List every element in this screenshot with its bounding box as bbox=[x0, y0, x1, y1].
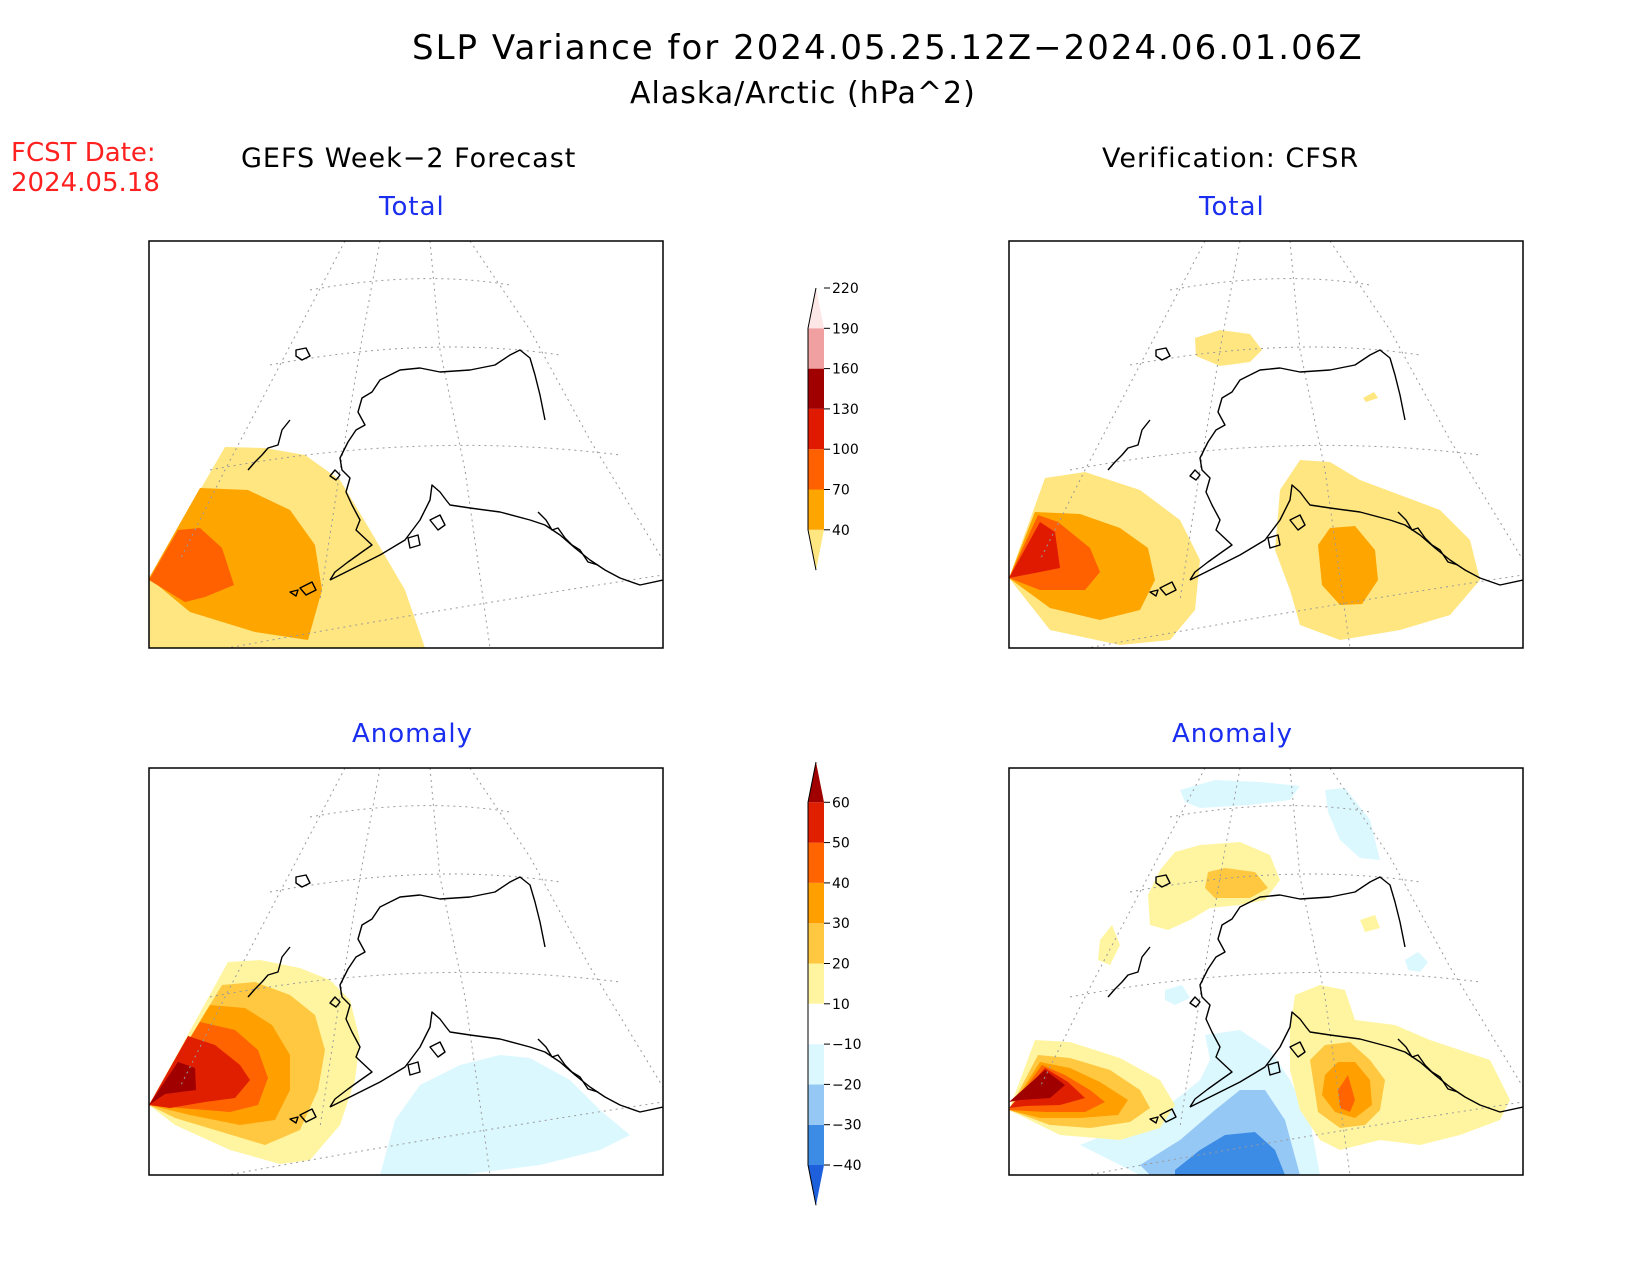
fcst-date-value: 2024.05.18 bbox=[11, 168, 160, 198]
colorbar-anomaly-tick-label: 60 bbox=[832, 795, 850, 811]
colorbar-anomaly-tick-label: 30 bbox=[832, 916, 850, 932]
colorbar-total: 40 70 100 130 160 190 220 bbox=[807, 281, 859, 571]
graticule bbox=[1039, 768, 1523, 1175]
panel-title-verification-total: Total bbox=[1199, 192, 1265, 222]
colorbar-anomaly-swatch bbox=[808, 923, 824, 964]
fcst-date-label: FCST Date: bbox=[11, 138, 156, 168]
colorbar-anomaly-swatch bbox=[808, 1003, 824, 1045]
colorbar-total-swatch bbox=[808, 449, 824, 490]
forecast-total-map-frame bbox=[148, 240, 664, 649]
colorbar-anomaly-tick-label: −10 bbox=[832, 1037, 862, 1053]
panel-title-forecast-anomaly: Anomaly bbox=[352, 719, 474, 749]
variance-contour-40 bbox=[1275, 460, 1480, 640]
colorbar-anomaly-swatch bbox=[808, 963, 824, 1004]
colorbar-total-swatch bbox=[808, 368, 824, 409]
anomaly-contour-neg10 bbox=[1405, 952, 1428, 972]
anomaly-contour-neg30 bbox=[1175, 1132, 1285, 1175]
variance-contour-130 bbox=[1009, 522, 1060, 578]
anomaly-contour-10 bbox=[1360, 915, 1380, 932]
colorbar-total-tick-label: 220 bbox=[832, 281, 859, 297]
forecast-total-map bbox=[149, 241, 663, 648]
coastline bbox=[1107, 874, 1523, 1124]
colorbar-anomaly: −40 −30 −20 −10 10 20 30 40 50 60 bbox=[807, 761, 862, 1206]
colorbar-anomaly-swatch bbox=[808, 802, 824, 843]
left-column-header: GEFS Week−2 Forecast bbox=[241, 143, 577, 174]
colorbar-anomaly-tick-label: −30 bbox=[832, 1118, 862, 1134]
anomaly-contour-neg10 bbox=[380, 1055, 630, 1175]
colorbar-anomaly-swatch bbox=[808, 842, 824, 883]
anomaly-contour-neg10 bbox=[1180, 780, 1300, 808]
verification-anomaly-map bbox=[1009, 768, 1523, 1175]
variance-contour-40 bbox=[1195, 330, 1262, 366]
anomaly-contour-neg10 bbox=[1325, 788, 1380, 860]
variance-contour-70 bbox=[1318, 526, 1378, 605]
verification-total-map bbox=[1009, 241, 1523, 648]
verification-anomaly-map-frame bbox=[1008, 767, 1524, 1176]
panel-title-verification-anomaly: Anomaly bbox=[1172, 719, 1294, 749]
colorbar-total-swatch bbox=[808, 529, 824, 571]
chart-subtitle: Alaska/Arctic (hPa^2) bbox=[630, 76, 976, 111]
colorbar-anomaly-tick-label: 20 bbox=[832, 957, 850, 973]
colorbar-anomaly-tick-label: 50 bbox=[832, 836, 850, 852]
verification-total-map-frame bbox=[1008, 240, 1524, 649]
colorbar-anomaly-tick-label: −40 bbox=[832, 1158, 862, 1174]
forecast-anomaly-map-frame bbox=[148, 767, 664, 1176]
variance-contour-40 bbox=[1363, 392, 1378, 402]
colorbar-total-swatch bbox=[808, 408, 824, 450]
colorbar-anomaly-swatch bbox=[808, 882, 824, 924]
colorbar-total-tick-label: 100 bbox=[832, 442, 859, 458]
colorbar-anomaly-tick-label: −20 bbox=[832, 1077, 862, 1093]
colorbar-anomaly-swatch bbox=[808, 1165, 824, 1206]
coastline bbox=[247, 874, 663, 1124]
chart-title: SLP Variance for 2024.05.25.12Z−2024.06.… bbox=[412, 28, 1364, 68]
anomaly-contour-40 bbox=[1338, 1075, 1355, 1112]
colorbar-total-swatch bbox=[808, 328, 824, 369]
colorbar-anomaly-tick-label: 10 bbox=[832, 997, 850, 1013]
variance-contour-70 bbox=[149, 488, 322, 640]
colorbar-anomaly-swatch bbox=[808, 1044, 824, 1085]
colorbar-total-swatch bbox=[808, 489, 824, 530]
panel-title-forecast-total: Total bbox=[379, 192, 445, 222]
colorbar-anomaly-swatch bbox=[808, 762, 824, 803]
colorbar-anomaly-tick-label: 40 bbox=[832, 876, 850, 892]
colorbar-total-tick-label: 70 bbox=[832, 483, 850, 499]
colorbar-total-swatch bbox=[808, 288, 824, 329]
graticule bbox=[179, 241, 663, 648]
forecast-anomaly-map bbox=[149, 768, 663, 1175]
coastline bbox=[247, 347, 663, 597]
anomaly-contour-60 bbox=[149, 1062, 196, 1105]
graticule bbox=[1039, 241, 1523, 648]
right-column-header: Verification: CFSR bbox=[1102, 143, 1360, 174]
colorbar-anomaly-swatch bbox=[808, 1124, 824, 1165]
anomaly-contour-60 bbox=[1009, 1070, 1065, 1102]
coastline bbox=[1107, 347, 1523, 597]
colorbar-total-tick-label: 130 bbox=[832, 402, 859, 418]
colorbar-total-tick-label: 190 bbox=[832, 321, 859, 337]
anomaly-contour-neg10 bbox=[1165, 985, 1190, 1005]
colorbar-total-tick-label: 160 bbox=[832, 362, 859, 378]
variance-contour-100 bbox=[149, 528, 234, 602]
colorbar-anomaly-swatch bbox=[808, 1084, 824, 1125]
colorbar-total-tick-label: 40 bbox=[832, 523, 850, 539]
anomaly-contour-10 bbox=[1098, 925, 1120, 965]
graticule bbox=[179, 768, 663, 1175]
